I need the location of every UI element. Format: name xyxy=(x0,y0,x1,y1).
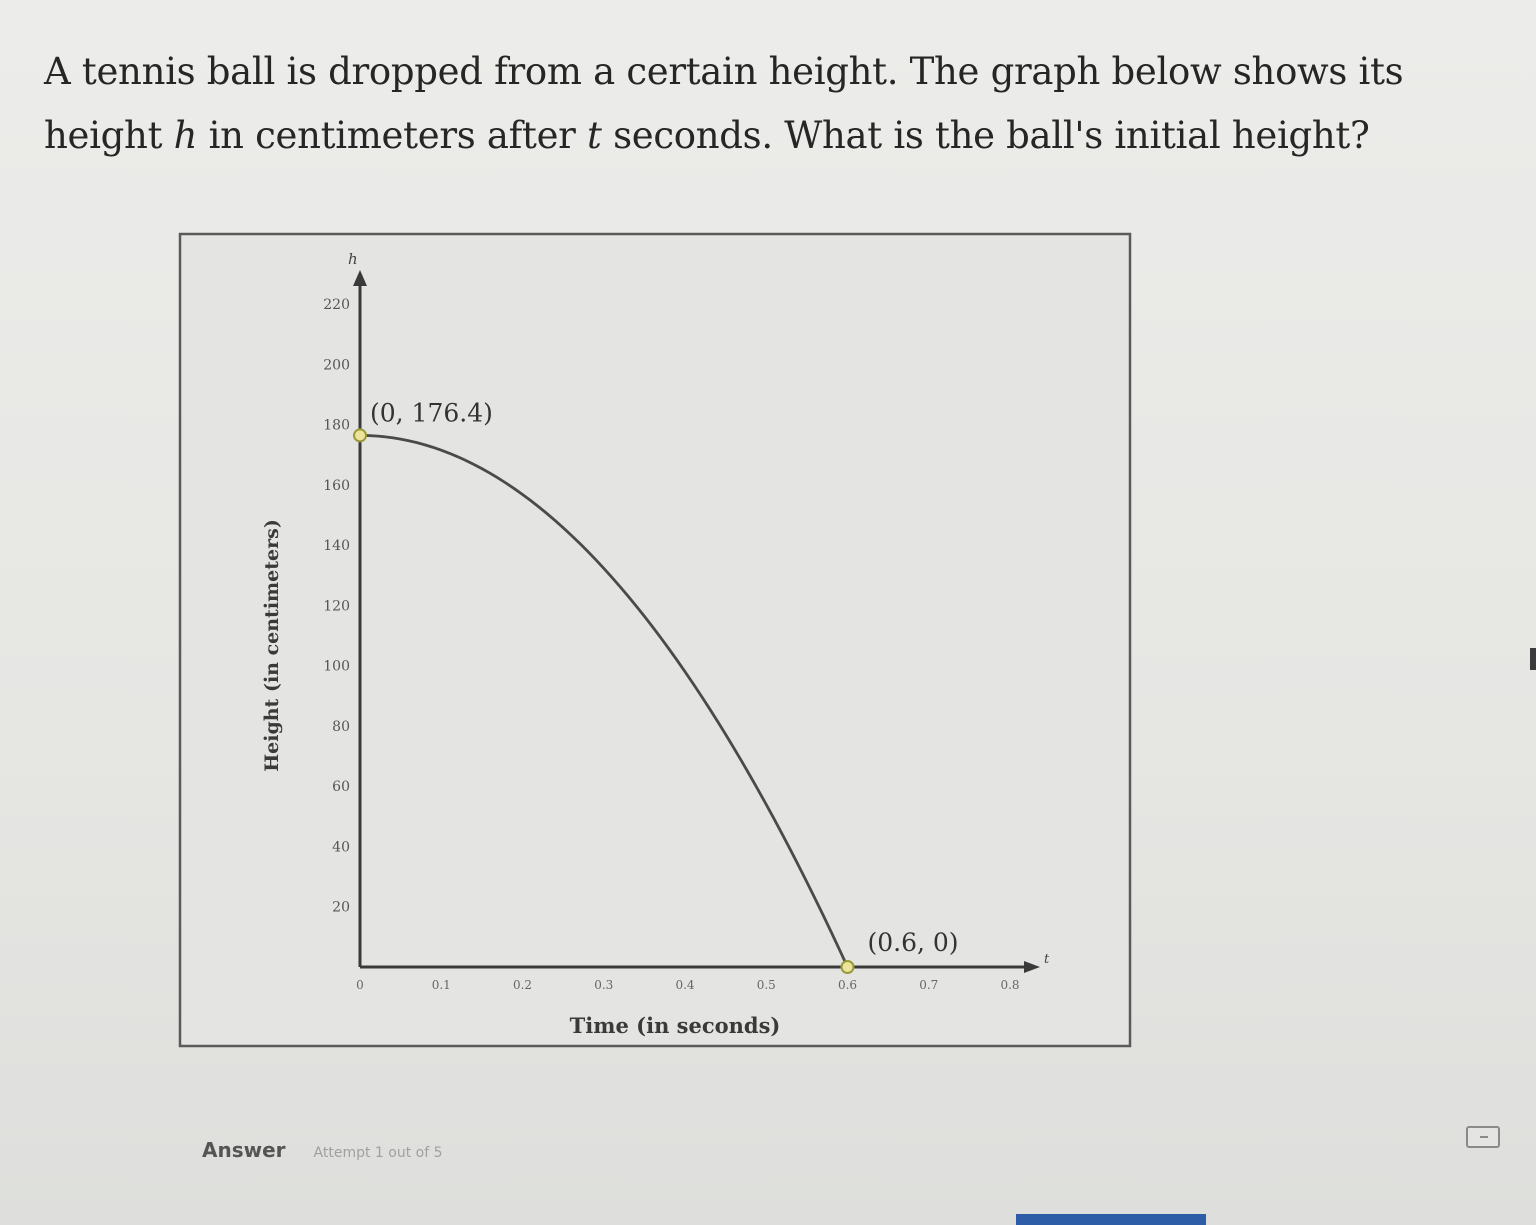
y-tick-label: 180 xyxy=(323,418,350,434)
y-tick-label: 160 xyxy=(323,478,350,494)
y-axis-title: Height (in centimeters) xyxy=(261,519,283,772)
question-part-2: in centimeters after xyxy=(197,114,588,157)
x-axis-title: Time (in seconds) xyxy=(570,1013,781,1038)
side-tab[interactable] xyxy=(1530,648,1536,670)
question-part-1: A tennis ball is dropped from a certain … xyxy=(44,50,1404,157)
question-var-t: t xyxy=(587,114,602,157)
y-tick-label: 200 xyxy=(323,357,350,373)
y-axis-arrow xyxy=(353,270,367,286)
y-tick-label: 60 xyxy=(332,779,350,795)
height-time-chart: h t 20 40 60 80 100 120 140 160 180 200 220 0 0.1 0.2 0.… xyxy=(178,232,1132,1048)
x-tick-label: 0.7 xyxy=(919,978,938,992)
x-tick-label: 0.3 xyxy=(594,978,613,992)
question-text: A tennis ball is dropped from a certain … xyxy=(44,40,1484,168)
y-tick-label: 140 xyxy=(323,538,350,554)
x-tick-label: 0.4 xyxy=(675,978,694,992)
x-axis-variable: t xyxy=(1044,952,1050,967)
graph-frame xyxy=(178,232,1132,1048)
key-point xyxy=(840,960,855,974)
progress-bar xyxy=(1016,1214,1206,1225)
y-tick-label: 220 xyxy=(323,297,350,313)
y-tick-label: 40 xyxy=(332,839,350,855)
graph-container: h t 20 40 60 80 100 120 140 160 180 200 220 0 0.1 0.2 0.… xyxy=(150,222,1150,1062)
question-part-3: seconds. What is the ball's initial heig… xyxy=(601,114,1370,157)
point-label: (0.6, 0) xyxy=(868,928,959,957)
x-tick-label: 0.8 xyxy=(1000,978,1019,992)
y-axis-variable: h xyxy=(348,250,358,268)
y-tick-label: 120 xyxy=(323,598,350,614)
x-tick-label: 0.5 xyxy=(757,978,776,992)
x-axis-arrow xyxy=(1024,961,1040,973)
answer-row: Answer Attempt 1 out of 5 xyxy=(202,1138,443,1162)
x-tick-label: 0.6 xyxy=(838,978,857,992)
y-tick-label: 20 xyxy=(332,900,350,916)
height-curve xyxy=(359,433,849,968)
y-tick-label: 100 xyxy=(323,659,350,675)
y-tick-label: 80 xyxy=(332,719,350,735)
question-var-h: h xyxy=(173,114,198,157)
point-label: (0, 176.4) xyxy=(370,398,493,427)
x-tick-label: 0 xyxy=(356,978,364,992)
keyboard-icon[interactable] xyxy=(1466,1126,1500,1148)
x-tick-label: 0.1 xyxy=(432,978,451,992)
attempt-counter: Attempt 1 out of 5 xyxy=(313,1145,443,1161)
key-point xyxy=(353,428,367,443)
x-tick-label: 0.2 xyxy=(513,978,532,992)
answer-label: Answer xyxy=(202,1138,286,1162)
